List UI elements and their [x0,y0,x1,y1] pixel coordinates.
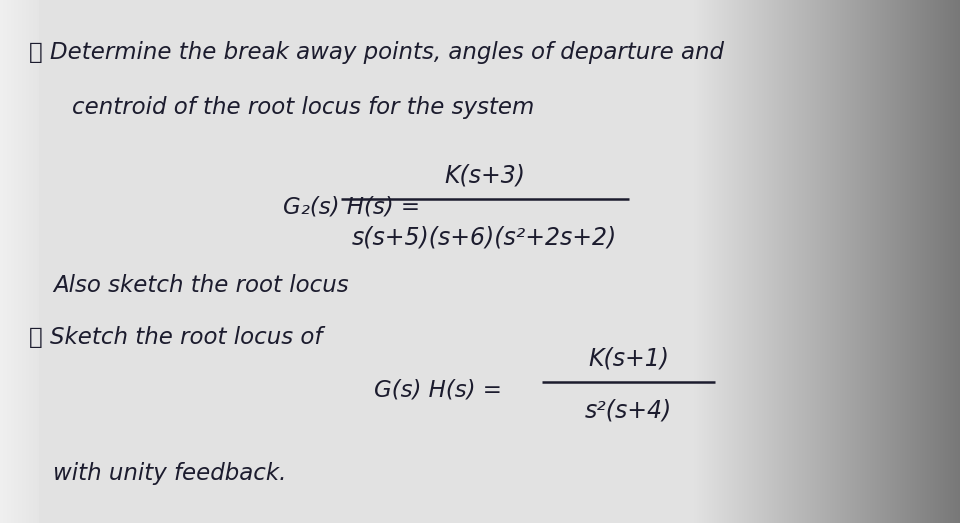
Text: K(s+3): K(s+3) [444,163,525,187]
Text: ⓔ Determine the break away points, angles of departure and: ⓔ Determine the break away points, angle… [29,41,724,64]
Text: centroid of the root locus for the system: centroid of the root locus for the syste… [72,96,535,119]
Text: ⓑ Sketch the root locus of: ⓑ Sketch the root locus of [29,326,323,349]
Text: G₂(s) H(s) =: G₂(s) H(s) = [283,195,420,218]
Text: K(s+1): K(s+1) [588,346,669,370]
Text: s(s+5)(s+6)(s²+2s+2): s(s+5)(s+6)(s²+2s+2) [352,226,617,250]
Text: s²(s+4): s²(s+4) [586,399,672,423]
Text: G(s) H(s) =: G(s) H(s) = [374,378,502,401]
Text: Also sketch the root locus: Also sketch the root locus [53,274,348,297]
Text: with unity feedback.: with unity feedback. [53,462,286,485]
